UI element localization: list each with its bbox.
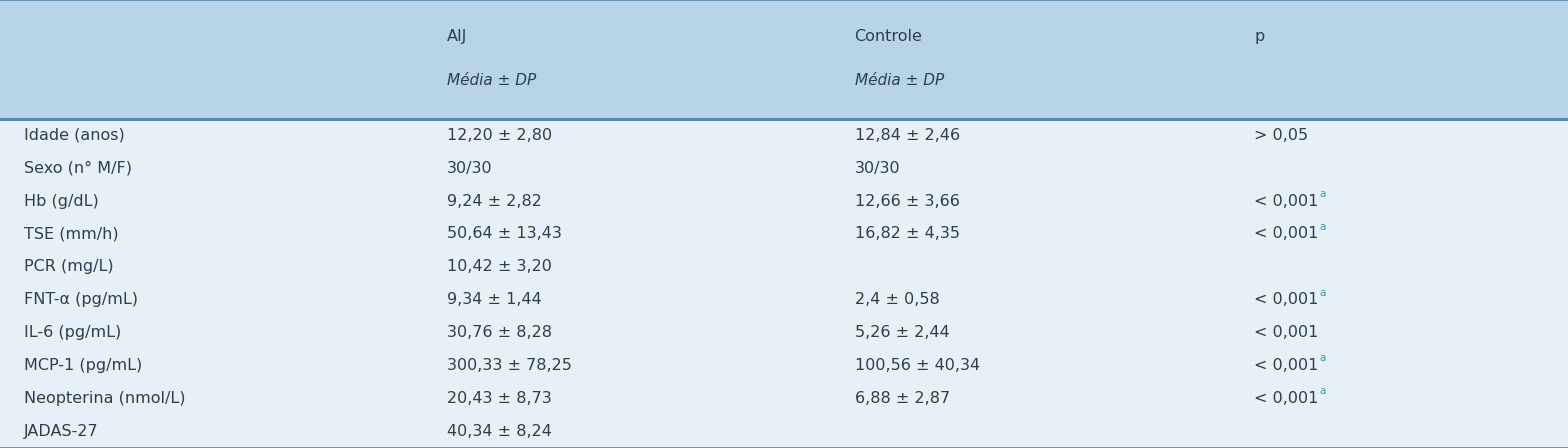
- Text: 9,24 ± 2,82: 9,24 ± 2,82: [447, 194, 543, 208]
- Text: Controle: Controle: [855, 29, 922, 43]
- Text: a: a: [1319, 222, 1325, 232]
- Bar: [0, 0, 1568, 119]
- Text: a: a: [1319, 288, 1325, 297]
- Text: < 0,001: < 0,001: [1254, 325, 1319, 340]
- Text: PCR (mg/L): PCR (mg/L): [24, 259, 113, 274]
- Text: Sexo (n° M/F): Sexo (n° M/F): [24, 161, 132, 176]
- Text: 16,82 ± 4,35: 16,82 ± 4,35: [855, 227, 960, 241]
- Text: 100,56 ± 40,34: 100,56 ± 40,34: [855, 358, 980, 373]
- Text: 30,76 ± 8,28: 30,76 ± 8,28: [447, 325, 552, 340]
- Text: 9,34 ± 1,44: 9,34 ± 1,44: [447, 293, 541, 307]
- Text: 12,84 ± 2,46: 12,84 ± 2,46: [855, 128, 960, 142]
- Text: a: a: [1319, 386, 1325, 396]
- Text: 12,66 ± 3,66: 12,66 ± 3,66: [855, 194, 960, 208]
- Text: < 0,001: < 0,001: [1254, 293, 1319, 307]
- Text: a: a: [1319, 353, 1325, 363]
- Text: 10,42 ± 3,20: 10,42 ± 3,20: [447, 259, 552, 274]
- Text: Neopterina (nmol/L): Neopterina (nmol/L): [24, 391, 185, 406]
- Text: < 0,001: < 0,001: [1254, 194, 1319, 208]
- Text: 30/30: 30/30: [855, 161, 900, 176]
- Text: IL-6 (pg/mL): IL-6 (pg/mL): [24, 325, 121, 340]
- Text: < 0,001: < 0,001: [1254, 358, 1319, 373]
- Text: MCP-1 (pg/mL): MCP-1 (pg/mL): [24, 358, 141, 373]
- Text: 5,26 ± 2,44: 5,26 ± 2,44: [855, 325, 949, 340]
- Text: Média ± DP: Média ± DP: [855, 73, 944, 88]
- Bar: [0, 119, 1568, 448]
- Text: a: a: [1319, 189, 1325, 199]
- Text: 6,88 ± 2,87: 6,88 ± 2,87: [855, 391, 950, 406]
- Text: TSE (mm/h): TSE (mm/h): [24, 227, 118, 241]
- Text: 12,20 ± 2,80: 12,20 ± 2,80: [447, 128, 552, 142]
- Text: AIJ: AIJ: [447, 29, 467, 43]
- Text: Idade (anos): Idade (anos): [24, 128, 124, 142]
- Text: 50,64 ± 13,43: 50,64 ± 13,43: [447, 227, 561, 241]
- Text: > 0,05: > 0,05: [1254, 128, 1309, 142]
- Text: 300,33 ± 78,25: 300,33 ± 78,25: [447, 358, 572, 373]
- Text: JADAS-27: JADAS-27: [24, 424, 99, 439]
- Text: Média ± DP: Média ± DP: [447, 73, 536, 88]
- Text: < 0,001: < 0,001: [1254, 227, 1319, 241]
- Text: FNT-α (pg/mL): FNT-α (pg/mL): [24, 293, 138, 307]
- Text: 30/30: 30/30: [447, 161, 492, 176]
- Text: < 0,001: < 0,001: [1254, 391, 1319, 406]
- Text: p: p: [1254, 29, 1265, 43]
- Text: 20,43 ± 8,73: 20,43 ± 8,73: [447, 391, 552, 406]
- Text: Hb (g/dL): Hb (g/dL): [24, 194, 99, 208]
- Text: 2,4 ± 0,58: 2,4 ± 0,58: [855, 293, 939, 307]
- Text: 40,34 ± 8,24: 40,34 ± 8,24: [447, 424, 552, 439]
